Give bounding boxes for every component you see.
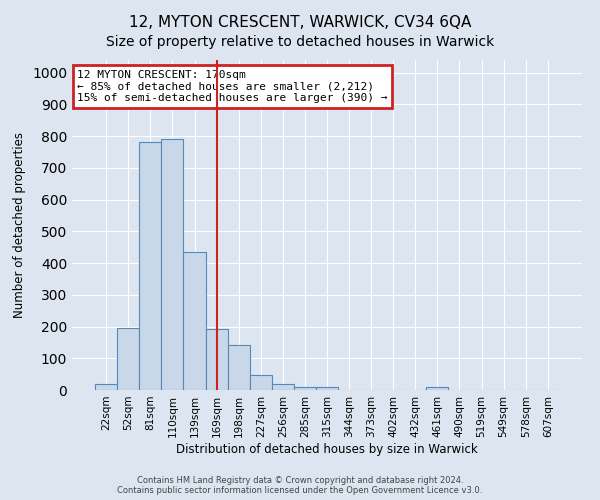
Bar <box>316 387 338 390</box>
Bar <box>294 387 316 390</box>
Bar <box>272 384 294 390</box>
Text: 12 MYTON CRESCENT: 170sqm
← 85% of detached houses are smaller (2,212)
15% of se: 12 MYTON CRESCENT: 170sqm ← 85% of detac… <box>77 70 388 103</box>
Bar <box>161 140 184 390</box>
Bar <box>184 252 206 390</box>
Bar <box>427 387 448 390</box>
Bar <box>206 329 227 390</box>
X-axis label: Distribution of detached houses by size in Warwick: Distribution of detached houses by size … <box>176 442 478 456</box>
Bar <box>250 375 272 390</box>
Bar <box>139 142 161 390</box>
Text: Size of property relative to detached houses in Warwick: Size of property relative to detached ho… <box>106 35 494 49</box>
Bar <box>227 344 250 390</box>
Text: 12, MYTON CRESCENT, WARWICK, CV34 6QA: 12, MYTON CRESCENT, WARWICK, CV34 6QA <box>129 15 471 30</box>
Bar <box>95 384 117 390</box>
Y-axis label: Number of detached properties: Number of detached properties <box>13 132 26 318</box>
Text: Contains HM Land Registry data © Crown copyright and database right 2024.
Contai: Contains HM Land Registry data © Crown c… <box>118 476 482 495</box>
Bar <box>117 328 139 390</box>
